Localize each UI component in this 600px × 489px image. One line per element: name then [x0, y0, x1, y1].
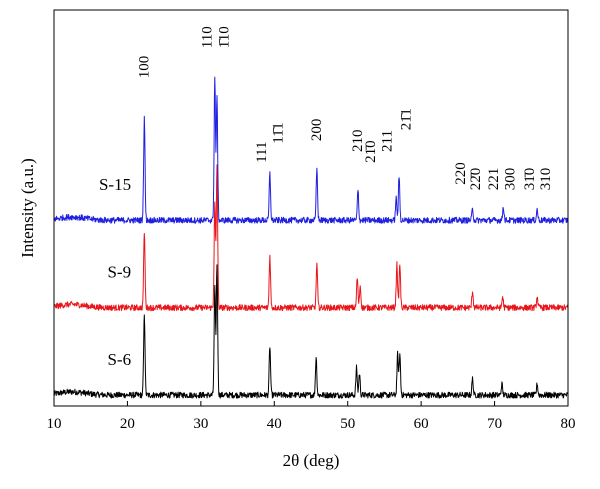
x-tick-label: 40: [267, 416, 282, 432]
series-label-s-15: S-15: [99, 175, 131, 194]
peak-annotation: 100: [136, 56, 152, 79]
peak-annotation: 310: [538, 168, 554, 191]
peak-annotation: 210: [350, 130, 366, 153]
x-tick-label: 50: [340, 416, 355, 432]
x-tick-label: 80: [561, 416, 576, 432]
peak-annotation: 11̄1: [271, 122, 287, 143]
x-tick-label: 70: [487, 416, 502, 432]
x-tick-label: 20: [120, 416, 135, 432]
series-label-s-6: S-6: [107, 350, 131, 369]
peak-annotation: 221: [486, 168, 502, 191]
peak-annotation: 110: [200, 26, 216, 48]
peak-annotation: 22̄0: [468, 168, 484, 191]
peak-annotation: 31̄0: [522, 168, 538, 191]
series-line-s-15: [53, 76, 569, 224]
peak-annotation: 200: [309, 119, 325, 142]
plot-traces: [53, 76, 569, 399]
peak-annotation: 21̄0: [363, 140, 379, 163]
x-axis-title: 2θ (deg): [283, 451, 340, 470]
plot-frame: [53, 9, 569, 407]
series-labels: S-6 S-9 S-15: [99, 175, 131, 369]
peak-annotation: 1̄10: [216, 26, 232, 48]
peak-annotation: 21̄1: [399, 108, 415, 130]
peak-annotation: 300: [503, 168, 519, 191]
series-line-s-9: [53, 164, 569, 312]
x-tick-label: 10: [47, 416, 62, 432]
series-label-s-9: S-9: [107, 263, 131, 282]
peak-annotation: 211: [379, 130, 395, 152]
peak-annotation: 111: [254, 142, 270, 163]
y-axis-title: Intensity (a.u.): [18, 158, 37, 258]
x-tick-label: 30: [193, 416, 208, 432]
x-axis-ticks: 10 20 30 40 50 60 70 80: [47, 401, 576, 432]
x-tick-label: 60: [414, 416, 429, 432]
peak-annotation: 220: [453, 162, 469, 185]
series-line-s-6: [53, 264, 569, 399]
